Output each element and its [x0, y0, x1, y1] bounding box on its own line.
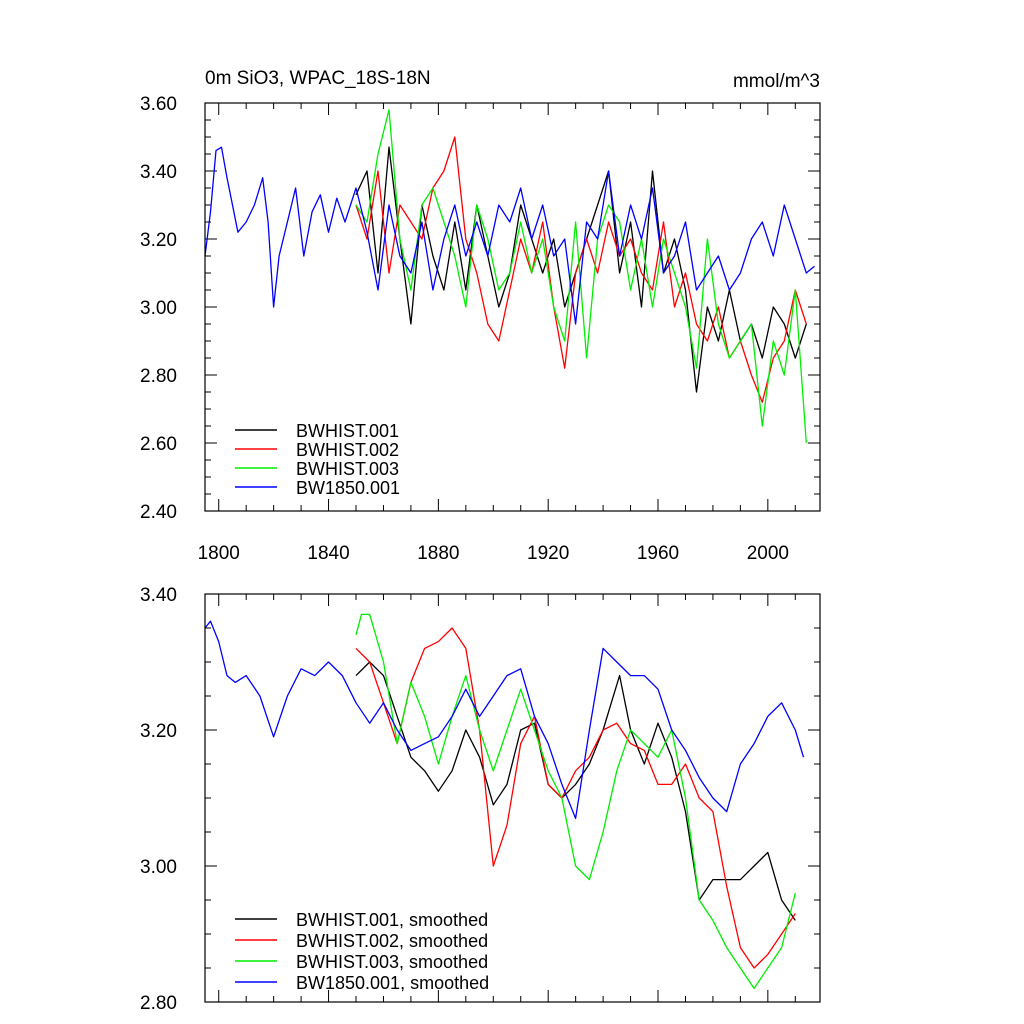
series-line-bwhist-003-smoothed: [355, 613, 796, 990]
x-tick-label: 1920: [527, 543, 569, 564]
top-plot-frame: [204, 102, 821, 512]
legend-label: BWHIST.003: [296, 459, 399, 479]
y-tick-label: 3.60: [140, 94, 177, 115]
series-line-bw1850-001: [204, 146, 815, 325]
legend-label: BWHIST.001, smoothed: [296, 910, 488, 930]
x-tick-label: 1840: [307, 543, 349, 564]
y-tick-label: 3.00: [140, 857, 177, 878]
top-panel: 0m SiO3, WPAC_18S-18N mmol/m^3 2.402.602…: [140, 68, 821, 564]
series-line-bw1850-001-smoothed: [204, 620, 805, 820]
legend-label: BWHIST.001: [296, 421, 399, 441]
y-tick-label: 3.20: [140, 721, 177, 742]
bottom-axes: 2.80 3.00 3.20 3.40: [140, 585, 820, 1014]
y-tick-label: 3.20: [140, 230, 177, 251]
x-tick-label: 1880: [417, 543, 459, 564]
series-line-bwhist-002-smoothed: [355, 627, 796, 969]
top-units: mmol/m^3: [733, 71, 820, 92]
top-title: 0m SiO3, WPAC_18S-18N: [205, 68, 431, 89]
top-series-group: [204, 109, 815, 444]
x-tick-label: 1960: [637, 543, 679, 564]
top-axes: 2.40 2.60 2.80 3.00 3.20 3.40 3.60 1800 1840 1880…: [140, 94, 820, 564]
x-tick-label: 1800: [198, 543, 240, 564]
legend-label: BWHIST.002, smoothed: [296, 931, 488, 951]
y-tick-label: 2.40: [140, 502, 177, 523]
y-tick-label: 2.80: [140, 366, 177, 387]
legend-label: BW1850.001, smoothed: [296, 973, 489, 993]
legend-label: BW1850.001: [296, 478, 400, 498]
legend-label: BWHIST.002: [296, 440, 399, 460]
y-tick-label: 2.60: [140, 434, 177, 455]
series-line-bwhist-001-smoothed: [355, 661, 796, 921]
x-tick-label: 2000: [747, 543, 789, 564]
y-tick-label: 3.40: [140, 585, 177, 606]
y-tick-label: 2.80: [140, 993, 177, 1014]
bottom-panel: 2.803.003.203.40 BWHIST.001, smoothedBWH…: [140, 585, 821, 1014]
bottom-series-group: [204, 613, 805, 990]
bottom-plot-frame: [204, 593, 821, 1003]
series-line-bwhist-003: [355, 109, 807, 444]
y-tick-label: 3.40: [140, 162, 177, 183]
legend-label: BWHIST.003, smoothed: [296, 952, 488, 972]
y-tick-label: 3.00: [140, 298, 177, 319]
